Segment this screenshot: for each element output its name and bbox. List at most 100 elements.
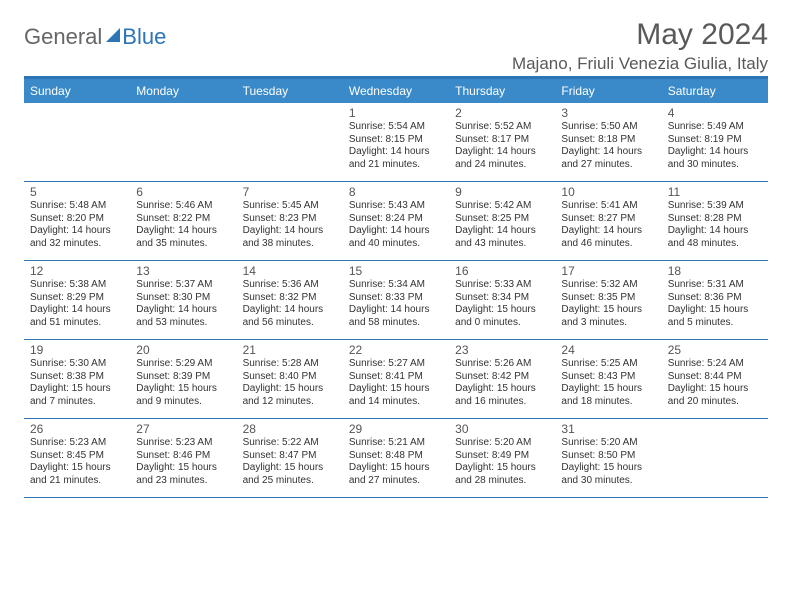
day-header: Wednesday bbox=[343, 79, 449, 103]
day-info: Sunrise: 5:22 AMSunset: 8:47 PMDaylight:… bbox=[243, 437, 337, 487]
day-number: 10 bbox=[561, 185, 655, 199]
day-info: Sunrise: 5:43 AMSunset: 8:24 PMDaylight:… bbox=[349, 200, 443, 250]
day-info: Sunrise: 5:29 AMSunset: 8:39 PMDaylight:… bbox=[136, 358, 230, 408]
empty-cell bbox=[237, 103, 343, 181]
day-cell: 19Sunrise: 5:30 AMSunset: 8:38 PMDayligh… bbox=[24, 340, 130, 418]
day-cell: 14Sunrise: 5:36 AMSunset: 8:32 PMDayligh… bbox=[237, 261, 343, 339]
day-number: 7 bbox=[243, 185, 337, 199]
day-number: 22 bbox=[349, 343, 443, 357]
day-header: Saturday bbox=[662, 79, 768, 103]
day-cell: 21Sunrise: 5:28 AMSunset: 8:40 PMDayligh… bbox=[237, 340, 343, 418]
day-number: 18 bbox=[668, 264, 762, 278]
day-number: 17 bbox=[561, 264, 655, 278]
day-header: Thursday bbox=[449, 79, 555, 103]
day-cell: 13Sunrise: 5:37 AMSunset: 8:30 PMDayligh… bbox=[130, 261, 236, 339]
day-info: Sunrise: 5:45 AMSunset: 8:23 PMDaylight:… bbox=[243, 200, 337, 250]
day-number: 12 bbox=[30, 264, 124, 278]
day-header: Tuesday bbox=[237, 79, 343, 103]
day-number: 8 bbox=[349, 185, 443, 199]
day-cell: 24Sunrise: 5:25 AMSunset: 8:43 PMDayligh… bbox=[555, 340, 661, 418]
day-info: Sunrise: 5:30 AMSunset: 8:38 PMDaylight:… bbox=[30, 358, 124, 408]
day-number: 21 bbox=[243, 343, 337, 357]
day-cell: 25Sunrise: 5:24 AMSunset: 8:44 PMDayligh… bbox=[662, 340, 768, 418]
day-cell: 8Sunrise: 5:43 AMSunset: 8:24 PMDaylight… bbox=[343, 182, 449, 260]
day-info: Sunrise: 5:36 AMSunset: 8:32 PMDaylight:… bbox=[243, 279, 337, 329]
day-cell: 17Sunrise: 5:32 AMSunset: 8:35 PMDayligh… bbox=[555, 261, 661, 339]
day-info: Sunrise: 5:39 AMSunset: 8:28 PMDaylight:… bbox=[668, 200, 762, 250]
day-number: 5 bbox=[30, 185, 124, 199]
week-row: 5Sunrise: 5:48 AMSunset: 8:20 PMDaylight… bbox=[24, 182, 768, 261]
day-info: Sunrise: 5:50 AMSunset: 8:18 PMDaylight:… bbox=[561, 121, 655, 171]
day-info: Sunrise: 5:48 AMSunset: 8:20 PMDaylight:… bbox=[30, 200, 124, 250]
day-cell: 18Sunrise: 5:31 AMSunset: 8:36 PMDayligh… bbox=[662, 261, 768, 339]
day-header-row: SundayMondayTuesdayWednesdayThursdayFrid… bbox=[24, 79, 768, 103]
day-number: 15 bbox=[349, 264, 443, 278]
title-block: May 2024 Majano, Friuli Venezia Giulia, … bbox=[512, 18, 768, 74]
day-info: Sunrise: 5:38 AMSunset: 8:29 PMDaylight:… bbox=[30, 279, 124, 329]
day-cell: 15Sunrise: 5:34 AMSunset: 8:33 PMDayligh… bbox=[343, 261, 449, 339]
month-title: May 2024 bbox=[512, 18, 768, 52]
day-number: 19 bbox=[30, 343, 124, 357]
day-number: 1 bbox=[349, 106, 443, 120]
day-info: Sunrise: 5:23 AMSunset: 8:45 PMDaylight:… bbox=[30, 437, 124, 487]
empty-cell bbox=[130, 103, 236, 181]
day-number: 26 bbox=[30, 422, 124, 436]
day-info: Sunrise: 5:32 AMSunset: 8:35 PMDaylight:… bbox=[561, 279, 655, 329]
day-cell: 5Sunrise: 5:48 AMSunset: 8:20 PMDaylight… bbox=[24, 182, 130, 260]
day-number: 31 bbox=[561, 422, 655, 436]
day-cell: 27Sunrise: 5:23 AMSunset: 8:46 PMDayligh… bbox=[130, 419, 236, 497]
day-number: 3 bbox=[561, 106, 655, 120]
day-info: Sunrise: 5:20 AMSunset: 8:50 PMDaylight:… bbox=[561, 437, 655, 487]
day-cell: 20Sunrise: 5:29 AMSunset: 8:39 PMDayligh… bbox=[130, 340, 236, 418]
day-info: Sunrise: 5:41 AMSunset: 8:27 PMDaylight:… bbox=[561, 200, 655, 250]
day-cell: 6Sunrise: 5:46 AMSunset: 8:22 PMDaylight… bbox=[130, 182, 236, 260]
day-number: 16 bbox=[455, 264, 549, 278]
day-info: Sunrise: 5:28 AMSunset: 8:40 PMDaylight:… bbox=[243, 358, 337, 408]
day-cell: 16Sunrise: 5:33 AMSunset: 8:34 PMDayligh… bbox=[449, 261, 555, 339]
day-info: Sunrise: 5:24 AMSunset: 8:44 PMDaylight:… bbox=[668, 358, 762, 408]
day-info: Sunrise: 5:26 AMSunset: 8:42 PMDaylight:… bbox=[455, 358, 549, 408]
day-info: Sunrise: 5:49 AMSunset: 8:19 PMDaylight:… bbox=[668, 121, 762, 171]
day-info: Sunrise: 5:31 AMSunset: 8:36 PMDaylight:… bbox=[668, 279, 762, 329]
day-number: 20 bbox=[136, 343, 230, 357]
day-info: Sunrise: 5:20 AMSunset: 8:49 PMDaylight:… bbox=[455, 437, 549, 487]
day-cell: 22Sunrise: 5:27 AMSunset: 8:41 PMDayligh… bbox=[343, 340, 449, 418]
day-cell: 4Sunrise: 5:49 AMSunset: 8:19 PMDaylight… bbox=[662, 103, 768, 181]
day-cell: 23Sunrise: 5:26 AMSunset: 8:42 PMDayligh… bbox=[449, 340, 555, 418]
day-number: 4 bbox=[668, 106, 762, 120]
day-header: Sunday bbox=[24, 79, 130, 103]
day-cell: 3Sunrise: 5:50 AMSunset: 8:18 PMDaylight… bbox=[555, 103, 661, 181]
logo-triangle-icon bbox=[106, 28, 120, 42]
day-cell: 11Sunrise: 5:39 AMSunset: 8:28 PMDayligh… bbox=[662, 182, 768, 260]
day-cell: 7Sunrise: 5:45 AMSunset: 8:23 PMDaylight… bbox=[237, 182, 343, 260]
day-cell: 31Sunrise: 5:20 AMSunset: 8:50 PMDayligh… bbox=[555, 419, 661, 497]
day-number: 28 bbox=[243, 422, 337, 436]
day-info: Sunrise: 5:54 AMSunset: 8:15 PMDaylight:… bbox=[349, 121, 443, 171]
weeks-container: 1Sunrise: 5:54 AMSunset: 8:15 PMDaylight… bbox=[24, 103, 768, 498]
day-info: Sunrise: 5:37 AMSunset: 8:30 PMDaylight:… bbox=[136, 279, 230, 329]
day-cell: 10Sunrise: 5:41 AMSunset: 8:27 PMDayligh… bbox=[555, 182, 661, 260]
day-number: 23 bbox=[455, 343, 549, 357]
day-info: Sunrise: 5:42 AMSunset: 8:25 PMDaylight:… bbox=[455, 200, 549, 250]
empty-cell bbox=[24, 103, 130, 181]
day-number: 6 bbox=[136, 185, 230, 199]
logo-text-blue: Blue bbox=[122, 24, 166, 50]
day-cell: 2Sunrise: 5:52 AMSunset: 8:17 PMDaylight… bbox=[449, 103, 555, 181]
day-cell: 26Sunrise: 5:23 AMSunset: 8:45 PMDayligh… bbox=[24, 419, 130, 497]
day-number: 25 bbox=[668, 343, 762, 357]
day-number: 13 bbox=[136, 264, 230, 278]
day-info: Sunrise: 5:25 AMSunset: 8:43 PMDaylight:… bbox=[561, 358, 655, 408]
header: General Blue May 2024 Majano, Friuli Ven… bbox=[24, 18, 768, 74]
day-cell: 12Sunrise: 5:38 AMSunset: 8:29 PMDayligh… bbox=[24, 261, 130, 339]
day-number: 14 bbox=[243, 264, 337, 278]
day-info: Sunrise: 5:27 AMSunset: 8:41 PMDaylight:… bbox=[349, 358, 443, 408]
day-info: Sunrise: 5:21 AMSunset: 8:48 PMDaylight:… bbox=[349, 437, 443, 487]
week-row: 12Sunrise: 5:38 AMSunset: 8:29 PMDayligh… bbox=[24, 261, 768, 340]
day-info: Sunrise: 5:52 AMSunset: 8:17 PMDaylight:… bbox=[455, 121, 549, 171]
week-row: 26Sunrise: 5:23 AMSunset: 8:45 PMDayligh… bbox=[24, 419, 768, 498]
day-number: 30 bbox=[455, 422, 549, 436]
day-number: 27 bbox=[136, 422, 230, 436]
week-row: 19Sunrise: 5:30 AMSunset: 8:38 PMDayligh… bbox=[24, 340, 768, 419]
location: Majano, Friuli Venezia Giulia, Italy bbox=[512, 54, 768, 74]
day-header: Monday bbox=[130, 79, 236, 103]
